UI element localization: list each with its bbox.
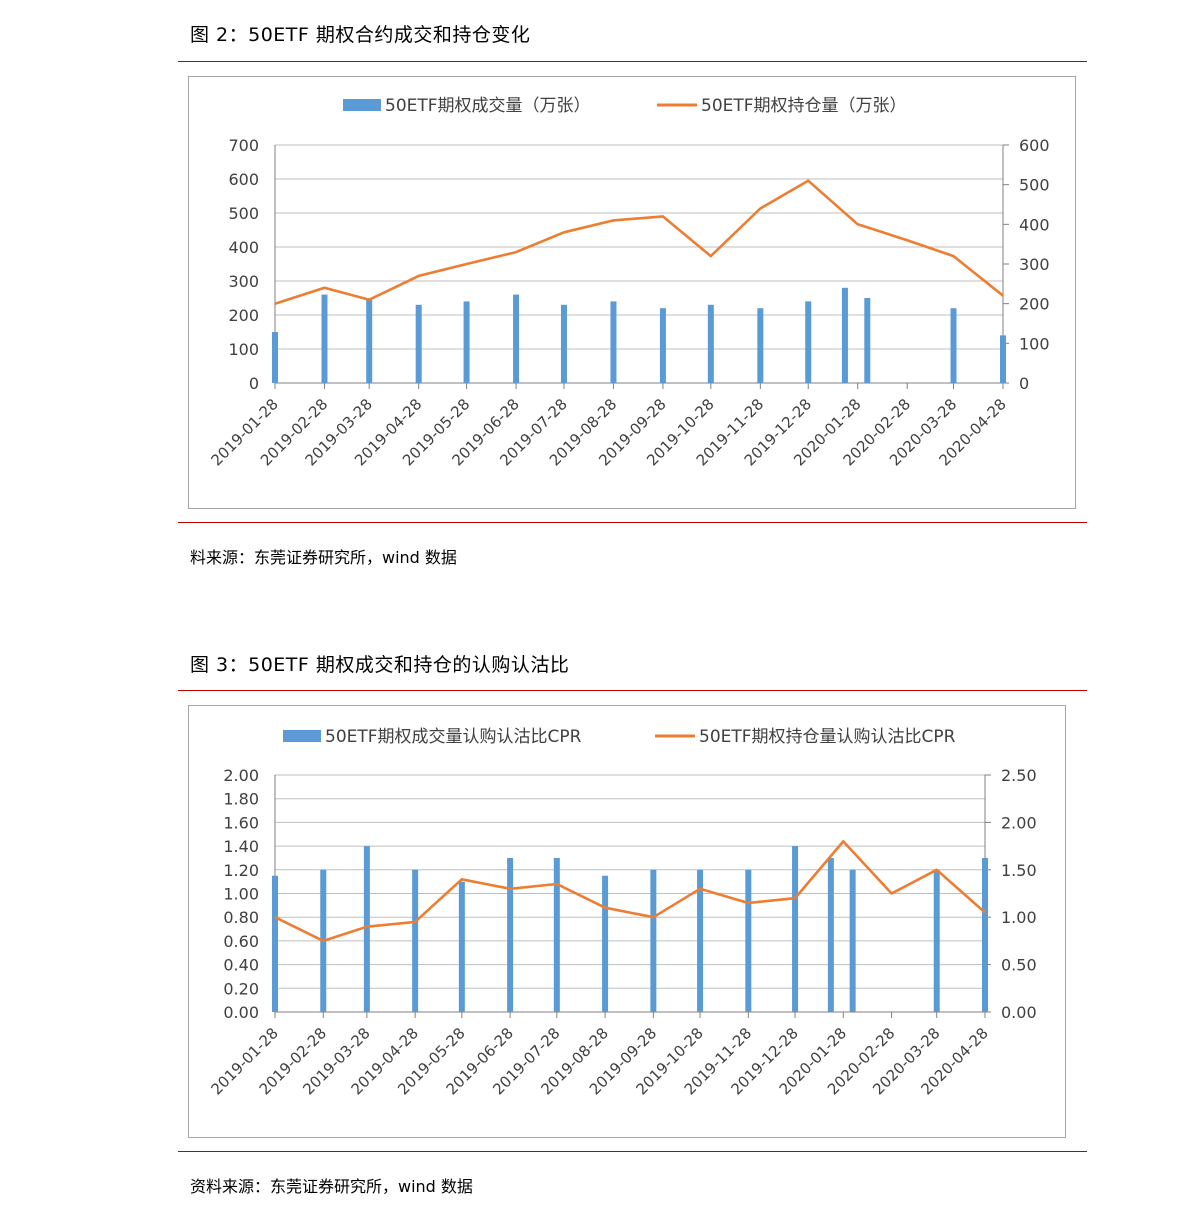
bar — [933, 869, 940, 1012]
bar — [982, 857, 988, 1012]
y-right-tick-label: 600 — [1019, 136, 1050, 155]
title-rule — [178, 61, 1087, 62]
bar — [659, 308, 666, 383]
y-left-tick-label: 0.60 — [223, 932, 259, 951]
y-right-tick-label: 2.00 — [1001, 813, 1037, 832]
y-left-tick-label: 600 — [228, 170, 259, 189]
y-left-tick-label: 1.80 — [223, 790, 259, 809]
bar — [757, 308, 764, 383]
series-line — [274, 179, 1004, 305]
bar — [458, 881, 465, 1012]
y-right-tick-label: 0.50 — [1001, 956, 1037, 975]
bar — [363, 846, 370, 1012]
y-right-tick-label: 500 — [1019, 176, 1050, 195]
bar — [1000, 335, 1006, 383]
y-right-tick-label: 1.50 — [1001, 861, 1037, 880]
y-right-tick-label: 2.50 — [1001, 766, 1037, 785]
bar — [864, 298, 871, 383]
y-right-tick-label: 300 — [1019, 255, 1050, 274]
bar — [321, 294, 328, 383]
bar — [507, 857, 514, 1012]
y-right-tick-label: 0.00 — [1001, 1003, 1037, 1022]
y-right-tick-label: 100 — [1019, 334, 1050, 353]
bar — [745, 869, 752, 1012]
y-left-tick-label: 1.20 — [223, 861, 259, 880]
bar — [463, 301, 470, 383]
source-rule — [178, 522, 1087, 523]
y-left-tick-label: 0.00 — [223, 1003, 259, 1022]
y-right-tick-label: 0 — [1019, 374, 1029, 393]
bar — [366, 298, 373, 383]
chart-3-frame: 0.00 0.20 0.40 0.60 0.80 1.00 1.20 1.40 1.60 1.80… — [188, 705, 1066, 1138]
bar — [697, 869, 704, 1012]
y-left-tick-label: 0.20 — [223, 979, 259, 998]
y-left-tick-label: 200 — [228, 306, 259, 325]
series-line — [274, 840, 986, 943]
figure-3-title: 图 3：50ETF 期权成交和持仓的认购认沽比 — [190, 654, 570, 676]
bar — [849, 869, 856, 1012]
legend-bar-swatch — [343, 99, 381, 111]
bar — [553, 857, 560, 1012]
figure-2-title: 图 2：50ETF 期权合约成交和持仓变化 — [190, 24, 531, 46]
y-left-tick-label: 100 — [228, 340, 259, 359]
y-left-tick-label: 700 — [228, 136, 259, 155]
y-left-tick-label: 1.60 — [223, 813, 259, 832]
bar — [950, 308, 957, 383]
source-rule — [178, 1151, 1087, 1152]
figure-3-source: 资料来源：东莞证券研究所，wind 数据 — [190, 1177, 473, 1196]
legend-line-label: 50ETF期权持仓量认购认沽比CPR — [699, 727, 956, 747]
bar — [792, 846, 799, 1012]
chart-3: 0.00 0.20 0.40 0.60 0.80 1.00 1.20 1.40 1.60 1.80… — [207, 727, 1037, 1098]
bar — [827, 857, 834, 1012]
y-left-tick-label: 2.00 — [223, 766, 259, 785]
title-rule — [178, 690, 1087, 691]
legend-bar-swatch — [283, 730, 321, 742]
y-right-tick-label: 200 — [1019, 295, 1050, 314]
legend-bar-label: 50ETF期权成交量认购认沽比CPR — [325, 727, 582, 747]
y-right-tick-label: 400 — [1019, 215, 1050, 234]
y-right-tick-label: 1.00 — [1001, 908, 1037, 927]
bar — [272, 332, 278, 383]
bar — [610, 301, 617, 383]
y-left-tick-label: 0 — [249, 374, 259, 393]
bar — [513, 294, 520, 383]
bar — [841, 287, 848, 383]
bar — [412, 869, 419, 1012]
figure-2-source: 料来源：东莞证券研究所，wind 数据 — [190, 548, 457, 567]
bar — [272, 875, 278, 1012]
y-left-tick-label: 400 — [228, 238, 259, 257]
bar — [650, 869, 657, 1012]
legend-bar-label: 50ETF期权成交量（万张） — [385, 96, 591, 116]
bar — [707, 304, 714, 383]
y-left-tick-label: 0.80 — [223, 908, 259, 927]
chart-2: 0 100 200 300 400 500 600 700 0 100 200 300 400 500 60… — [207, 96, 1050, 469]
y-left-tick-label: 300 — [228, 272, 259, 291]
y-left-tick-label: 1.40 — [223, 837, 259, 856]
bar — [560, 304, 567, 383]
chart-2-frame: 0 100 200 300 400 500 600 700 0 100 200 300 400 500 60… — [188, 76, 1076, 509]
y-left-tick-label: 0.40 — [223, 956, 259, 975]
bar — [805, 301, 812, 383]
bar — [415, 304, 422, 383]
bar — [602, 875, 609, 1012]
legend-line-label: 50ETF期权持仓量（万张） — [701, 96, 907, 116]
y-left-tick-label: 500 — [228, 204, 259, 223]
y-left-tick-label: 1.00 — [223, 885, 259, 904]
